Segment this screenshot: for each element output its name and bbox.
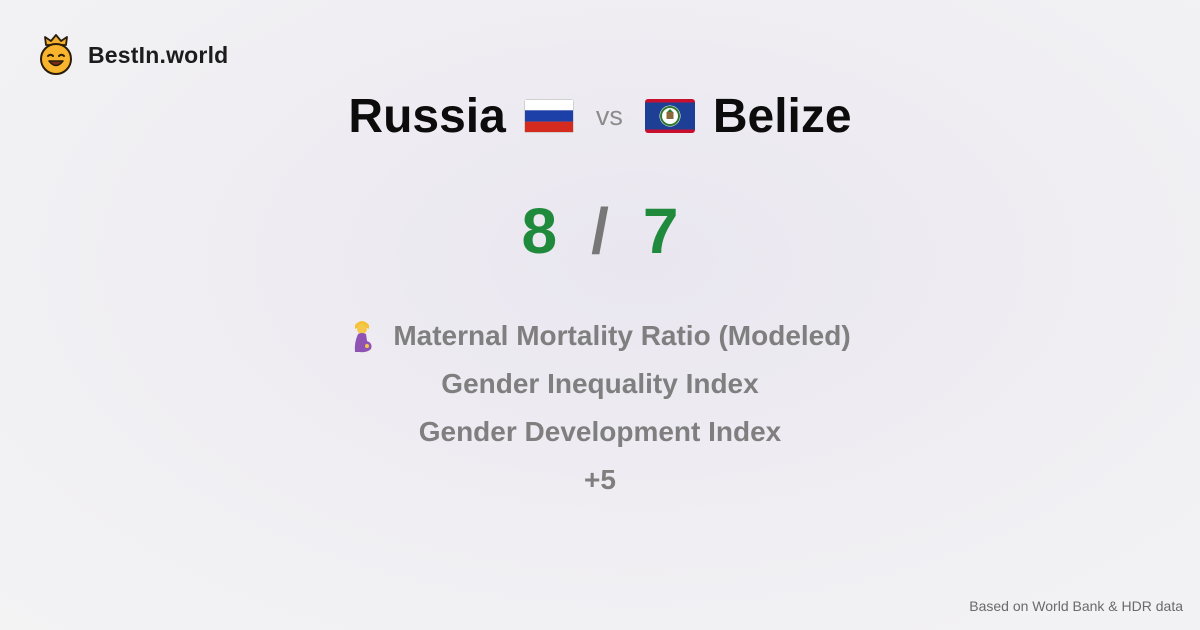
score-separator: / bbox=[591, 195, 609, 267]
comparison-title: Russia vs Belize bbox=[0, 84, 1200, 148]
metric-item[interactable]: Maternal Mortality Ratio (Modeled) bbox=[349, 312, 851, 360]
left-country-name: Russia bbox=[348, 89, 506, 143]
more-metrics-label: +5 bbox=[584, 464, 616, 495]
pregnant-woman-icon bbox=[349, 319, 375, 353]
metric-label: Gender Inequality Index bbox=[441, 368, 759, 399]
crowned-smiley-icon bbox=[38, 34, 74, 76]
metric-label: Maternal Mortality Ratio (Modeled) bbox=[393, 320, 851, 351]
brand[interactable]: BestIn.world bbox=[38, 34, 228, 76]
score-display: 8 / 7 bbox=[0, 195, 1200, 267]
data-source-note: Based on World Bank & HDR data bbox=[969, 598, 1183, 614]
metric-label: Gender Development Index bbox=[418, 416, 782, 447]
vs-label: vs bbox=[595, 100, 623, 131]
metric-list: Maternal Mortality Ratio (Modeled) Gende… bbox=[0, 312, 1200, 504]
belize-flag-icon bbox=[644, 99, 695, 133]
russia-flag-icon bbox=[523, 99, 574, 133]
brand-name: BestIn.world bbox=[88, 41, 229, 68]
metric-item[interactable]: Gender Inequality Index bbox=[441, 360, 758, 408]
left-score: 8 bbox=[521, 195, 558, 267]
more-metrics-count[interactable]: +5 bbox=[584, 456, 616, 504]
right-country-name: Belize bbox=[712, 89, 852, 143]
right-score: 7 bbox=[642, 195, 679, 267]
metric-item[interactable]: Gender Development Index bbox=[419, 408, 782, 456]
